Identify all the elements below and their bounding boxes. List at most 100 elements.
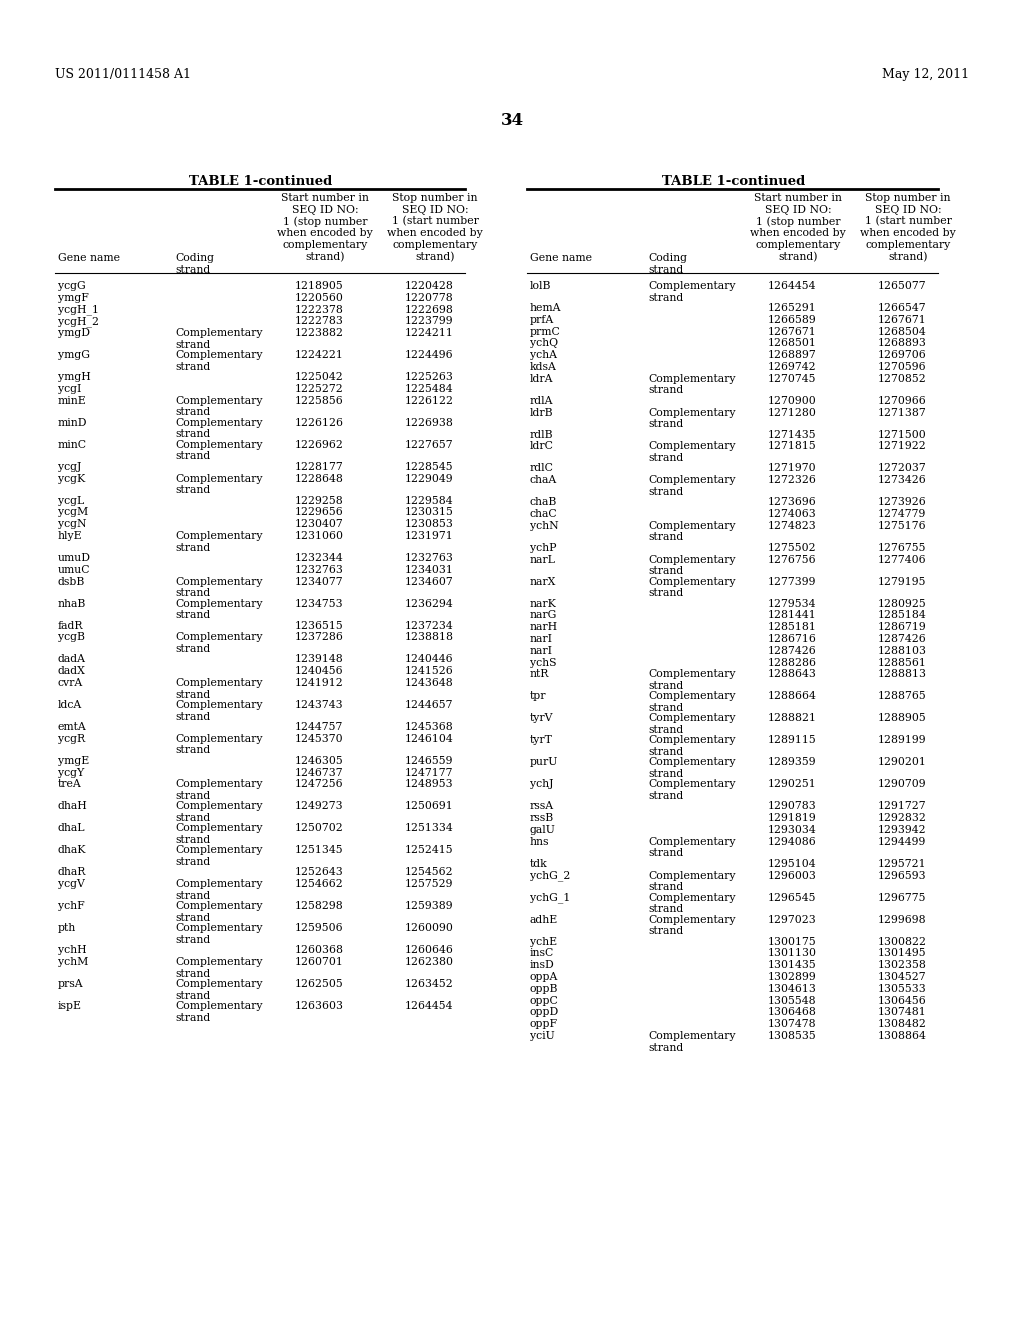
- Text: 1290709: 1290709: [878, 779, 927, 789]
- Text: 1251345: 1251345: [295, 845, 344, 855]
- Text: kdsA: kdsA: [530, 362, 557, 372]
- Text: Complementary
strand: Complementary strand: [648, 374, 735, 396]
- Text: Complementary
strand: Complementary strand: [175, 678, 262, 700]
- Text: Complementary
strand: Complementary strand: [175, 418, 262, 440]
- Text: narX: narX: [530, 577, 556, 586]
- Text: 1280925: 1280925: [878, 598, 927, 609]
- Text: 1291819: 1291819: [768, 813, 817, 824]
- Text: 1238818: 1238818: [406, 632, 454, 643]
- Text: 1228648: 1228648: [295, 474, 344, 483]
- Text: ldrA: ldrA: [530, 374, 554, 384]
- Text: Complementary
strand: Complementary strand: [175, 957, 262, 978]
- Text: 1308864: 1308864: [878, 1031, 927, 1041]
- Text: 1277406: 1277406: [878, 554, 927, 565]
- Text: Complementary
strand: Complementary strand: [648, 915, 735, 936]
- Text: Complementary
strand: Complementary strand: [175, 879, 262, 900]
- Text: ymgG: ymgG: [58, 350, 90, 360]
- Text: 1218905: 1218905: [295, 281, 344, 290]
- Text: 1290201: 1290201: [878, 758, 927, 767]
- Text: 1288813: 1288813: [878, 669, 927, 680]
- Text: 1262505: 1262505: [295, 979, 344, 989]
- Text: 1222378: 1222378: [295, 305, 344, 314]
- Text: Complementary
strand: Complementary strand: [175, 1001, 262, 1023]
- Text: chaC: chaC: [530, 510, 558, 519]
- Text: 1272326: 1272326: [768, 475, 817, 486]
- Text: Complementary
strand: Complementary strand: [648, 408, 735, 429]
- Text: 1250702: 1250702: [295, 824, 344, 833]
- Text: dadA: dadA: [58, 655, 86, 664]
- Text: prsA: prsA: [58, 979, 84, 989]
- Text: ychA: ychA: [530, 350, 557, 360]
- Text: US 2011/0111458 A1: US 2011/0111458 A1: [55, 69, 191, 81]
- Text: ychE: ychE: [530, 937, 557, 946]
- Text: 1236515: 1236515: [295, 620, 344, 631]
- Text: ychG_2: ychG_2: [530, 871, 570, 882]
- Text: ychS: ychS: [530, 657, 556, 668]
- Text: TABLE 1-continued: TABLE 1-continued: [663, 176, 806, 187]
- Text: 1244757: 1244757: [295, 722, 343, 733]
- Text: 1286719: 1286719: [878, 622, 927, 632]
- Text: 1304613: 1304613: [768, 983, 817, 994]
- Text: 1293034: 1293034: [768, 825, 817, 836]
- Text: 1272037: 1272037: [878, 463, 927, 474]
- Text: 1225042: 1225042: [295, 372, 344, 383]
- Text: Complementary
strand: Complementary strand: [648, 554, 735, 577]
- Text: 1271280: 1271280: [768, 408, 817, 417]
- Text: insD: insD: [530, 960, 555, 970]
- Text: 1300175: 1300175: [768, 937, 817, 946]
- Text: 1274063: 1274063: [768, 510, 817, 519]
- Text: ychJ: ychJ: [530, 779, 554, 789]
- Text: 1295721: 1295721: [878, 859, 927, 869]
- Text: 1248953: 1248953: [406, 779, 454, 789]
- Text: 1224221: 1224221: [295, 350, 344, 360]
- Text: 1245370: 1245370: [295, 734, 344, 743]
- Text: 1288765: 1288765: [878, 692, 927, 701]
- Text: 1287426: 1287426: [768, 645, 817, 656]
- Text: 1237286: 1237286: [295, 632, 344, 643]
- Text: 34: 34: [501, 112, 523, 129]
- Text: 1305533: 1305533: [878, 983, 927, 994]
- Text: 1273696: 1273696: [768, 498, 817, 507]
- Text: Complementary
strand: Complementary strand: [648, 521, 735, 543]
- Text: tyrV: tyrV: [530, 713, 554, 723]
- Text: 1308535: 1308535: [768, 1031, 817, 1041]
- Text: oppC: oppC: [530, 995, 559, 1006]
- Text: Complementary
strand: Complementary strand: [175, 598, 262, 620]
- Text: 1247177: 1247177: [406, 768, 454, 777]
- Text: 1223882: 1223882: [295, 329, 344, 338]
- Text: oppD: oppD: [530, 1007, 559, 1018]
- Text: 1246559: 1246559: [406, 756, 454, 766]
- Text: Gene name: Gene name: [530, 253, 592, 263]
- Text: TABLE 1-continued: TABLE 1-continued: [189, 176, 333, 187]
- Text: galU: galU: [530, 825, 556, 836]
- Text: Complementary
strand: Complementary strand: [175, 801, 262, 822]
- Text: 1232763: 1232763: [295, 565, 344, 574]
- Text: ycgJ: ycgJ: [58, 462, 81, 471]
- Text: ycgK: ycgK: [58, 474, 85, 483]
- Text: 1292832: 1292832: [878, 813, 927, 824]
- Text: narK: narK: [530, 598, 557, 609]
- Text: 1246305: 1246305: [295, 756, 344, 766]
- Text: dhaK: dhaK: [58, 845, 86, 855]
- Text: 1271970: 1271970: [768, 463, 816, 474]
- Text: 1231060: 1231060: [295, 531, 344, 541]
- Text: 1270852: 1270852: [878, 374, 927, 384]
- Text: 1258298: 1258298: [295, 902, 344, 911]
- Text: 1220428: 1220428: [406, 281, 454, 290]
- Text: 1252643: 1252643: [295, 867, 344, 878]
- Text: hlyE: hlyE: [58, 531, 83, 541]
- Text: 1226938: 1226938: [406, 418, 454, 428]
- Text: 1224496: 1224496: [406, 350, 454, 360]
- Text: 1230407: 1230407: [295, 519, 344, 529]
- Text: Complementary
strand: Complementary strand: [175, 734, 262, 755]
- Text: 1304527: 1304527: [878, 972, 927, 982]
- Text: 1241912: 1241912: [295, 678, 344, 688]
- Text: oppB: oppB: [530, 983, 558, 994]
- Text: minE: minE: [58, 396, 87, 405]
- Text: 1268504: 1268504: [878, 326, 927, 337]
- Text: 1270745: 1270745: [768, 374, 816, 384]
- Text: Complementary
strand: Complementary strand: [175, 350, 262, 372]
- Text: May 12, 2011: May 12, 2011: [882, 69, 969, 81]
- Text: 1220560: 1220560: [295, 293, 344, 302]
- Text: ycgR: ycgR: [58, 734, 85, 743]
